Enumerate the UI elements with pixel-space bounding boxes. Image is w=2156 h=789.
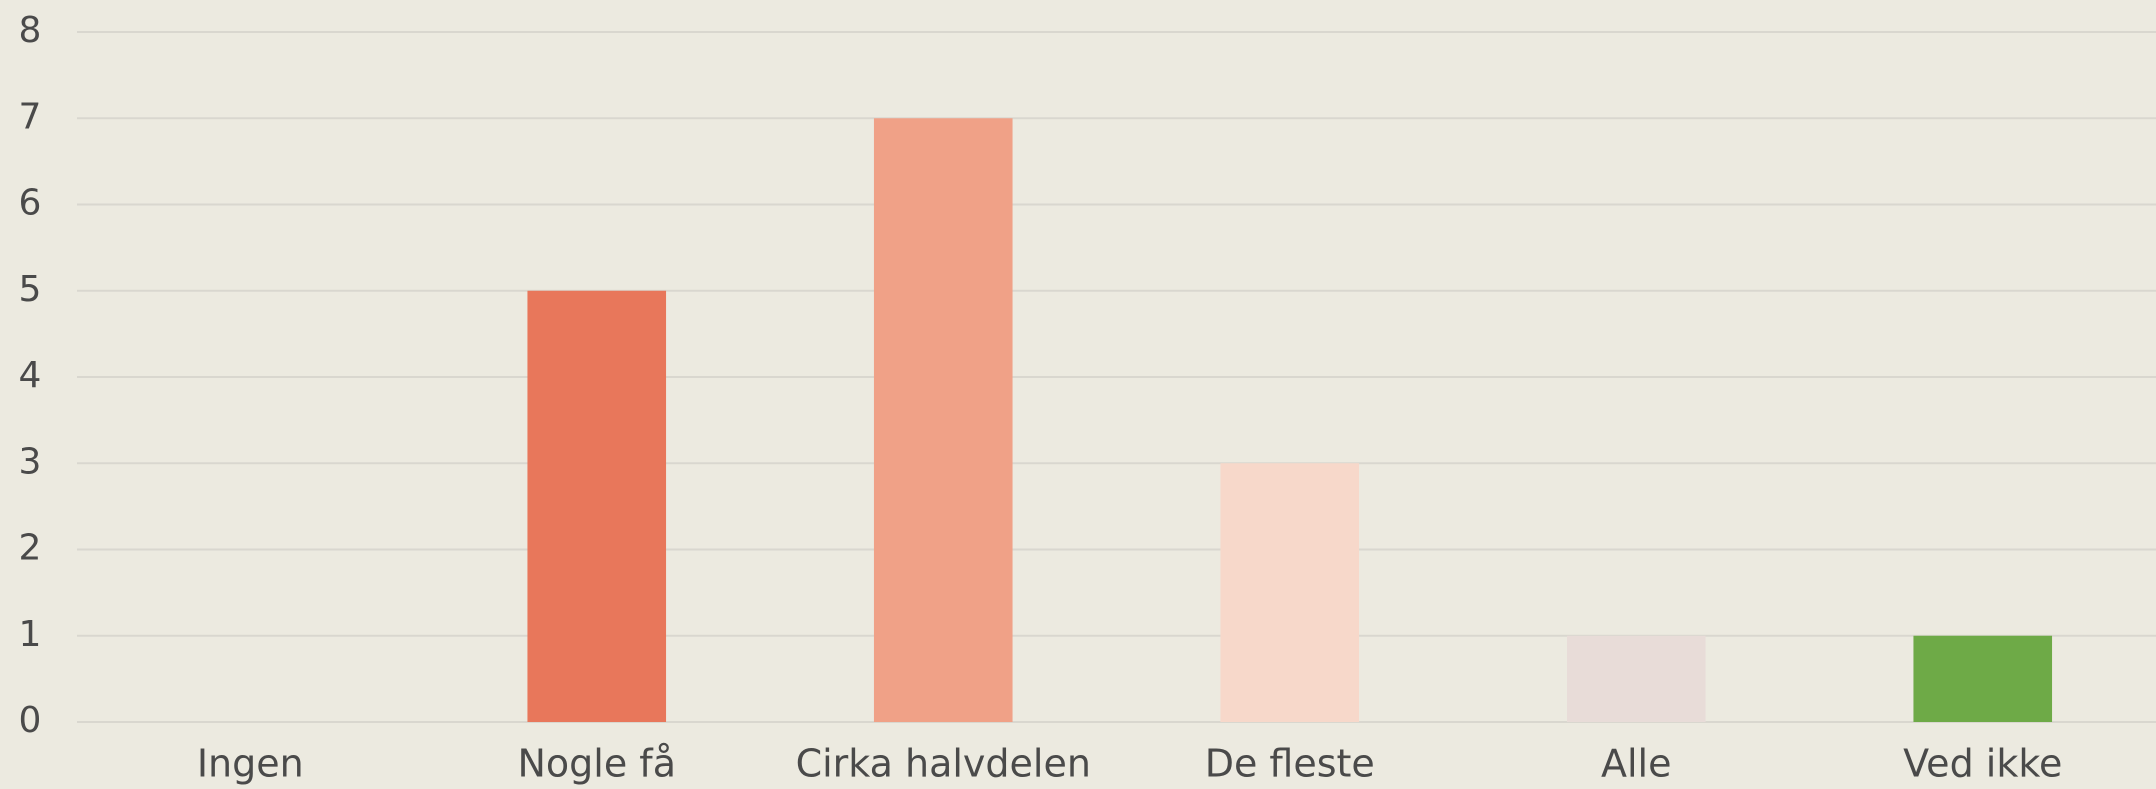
bar bbox=[527, 290, 667, 722]
x-tick-label: Ingen bbox=[197, 742, 304, 786]
bar bbox=[1913, 635, 2053, 722]
x-tick-label: De fleste bbox=[1205, 742, 1375, 786]
y-tick-label: 6 bbox=[19, 183, 42, 224]
x-tick-label: Ved ikke bbox=[1903, 742, 2062, 786]
bar bbox=[1566, 635, 1706, 722]
y-tick-label: 1 bbox=[19, 614, 42, 655]
x-tick-label: Alle bbox=[1601, 742, 1672, 786]
y-tick-label: 3 bbox=[19, 441, 42, 482]
x-tick-label: Cirka halvdelen bbox=[796, 742, 1091, 786]
y-tick-label: 0 bbox=[19, 700, 42, 741]
bar bbox=[873, 118, 1013, 722]
y-tick-label: 5 bbox=[19, 269, 42, 310]
y-tick-label: 7 bbox=[19, 96, 42, 137]
x-tick-label: Nogle få bbox=[518, 742, 676, 786]
y-tick-label: 8 bbox=[19, 10, 42, 51]
y-tick-label: 4 bbox=[19, 355, 42, 396]
y-tick-label: 2 bbox=[19, 528, 42, 569]
bar bbox=[1220, 463, 1360, 722]
